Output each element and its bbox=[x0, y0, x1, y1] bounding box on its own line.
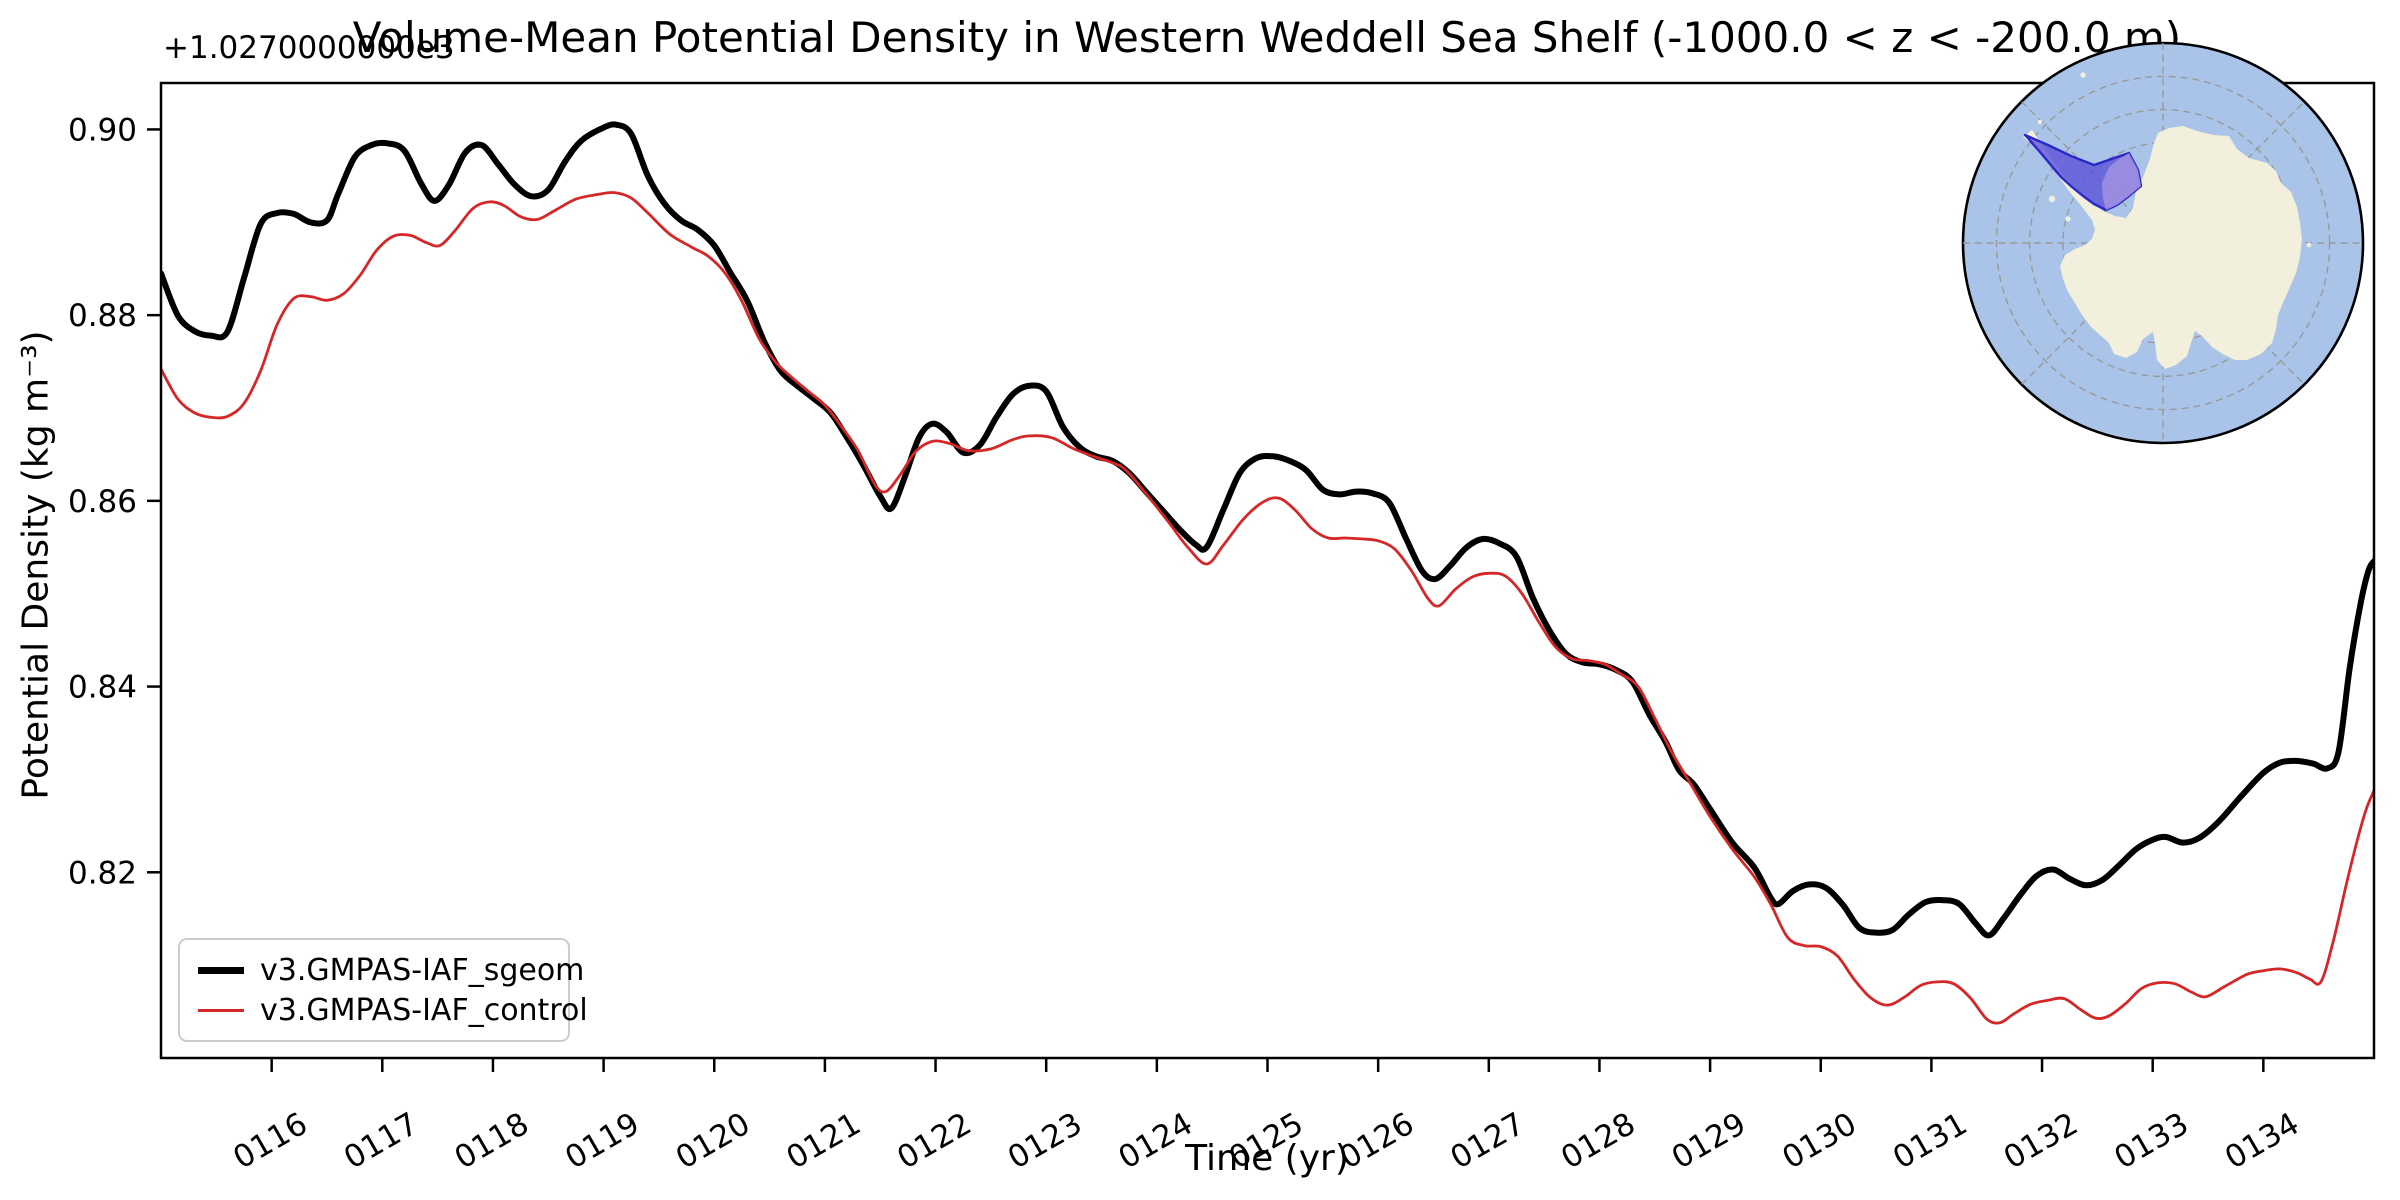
y-tick-label: 0.86 bbox=[68, 484, 137, 520]
legend: v3.GMPAS-IAF_sgeom v3.GMPAS-IAF_control bbox=[178, 938, 588, 1042]
y-tick-label: 0.90 bbox=[68, 112, 137, 148]
x-tick-label: 0134 bbox=[2219, 1106, 2305, 1177]
legend-label-control: v3.GMPAS-IAF_control bbox=[260, 992, 588, 1028]
x-tick-label: 0131 bbox=[1887, 1106, 1973, 1177]
x-tick-label: 0123 bbox=[1002, 1106, 1088, 1177]
sgeom-line-swatch bbox=[198, 966, 244, 974]
x-tick-label: 0125 bbox=[1223, 1106, 1309, 1177]
x-tick-label: 0118 bbox=[449, 1106, 535, 1177]
control-line-swatch bbox=[198, 1008, 244, 1012]
legend-label-sgeom: v3.GMPAS-IAF_sgeom bbox=[260, 952, 585, 988]
x-tick-label: 0128 bbox=[1555, 1106, 1641, 1177]
y-tick-label: 0.84 bbox=[68, 670, 137, 706]
x-tick-label: 0132 bbox=[1998, 1106, 2084, 1177]
map-region-highlight-light bbox=[2102, 153, 2141, 210]
antarctica-locator-map bbox=[1961, 41, 2365, 445]
series-line-control bbox=[161, 191, 2374, 1025]
x-tick-label: 0116 bbox=[227, 1106, 313, 1177]
y-tick-label: 0.88 bbox=[68, 298, 137, 334]
series-line-sgeom bbox=[161, 121, 2374, 939]
map-islands bbox=[2037, 72, 2312, 248]
x-tick-label: 0117 bbox=[338, 1106, 424, 1177]
chart-title: Volume-Mean Potential Density in Western… bbox=[352, 13, 2182, 62]
map-antarctica-land bbox=[2023, 126, 2302, 370]
x-tick-label: 0120 bbox=[670, 1106, 756, 1177]
x-tick-label: 0119 bbox=[559, 1106, 645, 1177]
x-tick-label: 0129 bbox=[1666, 1106, 1752, 1177]
legend-item-control: v3.GMPAS-IAF_control bbox=[198, 990, 588, 1030]
x-tick-label: 0121 bbox=[781, 1106, 867, 1177]
legend-item-sgeom: v3.GMPAS-IAF_sgeom bbox=[198, 950, 584, 990]
x-tick-label: 0124 bbox=[1113, 1106, 1199, 1177]
x-tick-label: 0126 bbox=[1334, 1106, 1420, 1177]
x-axis-label: Time (yr) bbox=[1185, 1138, 1349, 1179]
x-tick-label: 0127 bbox=[1444, 1106, 1530, 1177]
x-tick-label: 0122 bbox=[891, 1106, 977, 1177]
y-axis-offset-label: +1.0270000000e3 bbox=[163, 30, 455, 66]
y-tick-label: 0.82 bbox=[68, 855, 137, 891]
x-tick-label: 0133 bbox=[2108, 1106, 2194, 1177]
x-tick-label: 0130 bbox=[1776, 1106, 1862, 1177]
